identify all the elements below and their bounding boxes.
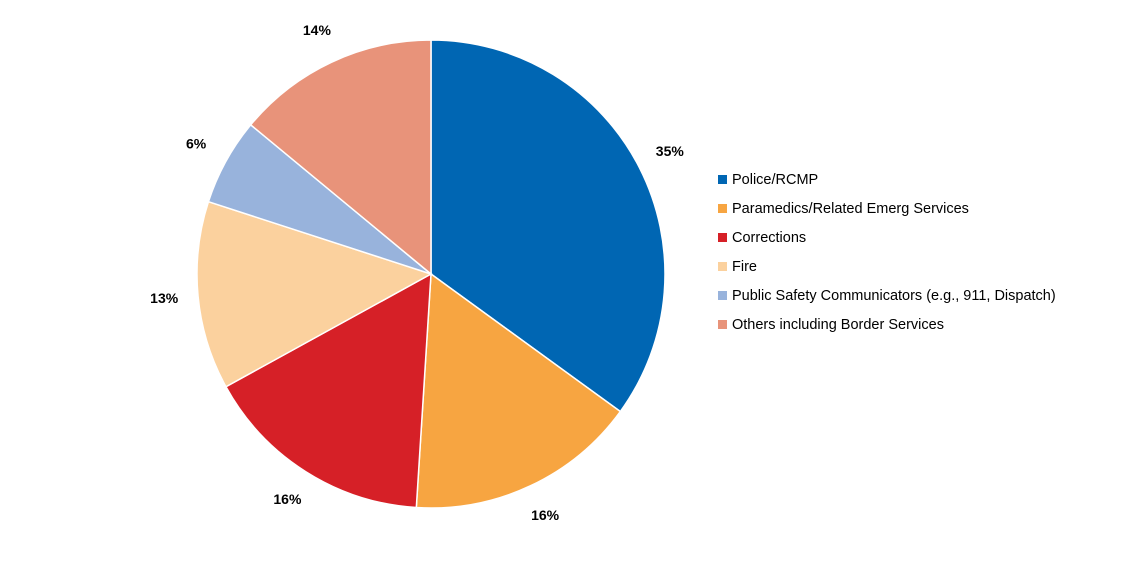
legend-item-1: Paramedics/Related Emerg Services	[718, 194, 1056, 223]
data-label-5: 14%	[303, 22, 332, 38]
legend-item-3: Fire	[718, 252, 1056, 281]
pie-slice-5	[249, 39, 432, 276]
legend-swatch	[718, 291, 727, 300]
data-label-4: 6%	[186, 136, 207, 152]
data-label-3: 13%	[150, 290, 179, 306]
pie-slice-3	[196, 200, 433, 388]
legend-item-4: Public Safety Communicators (e.g., 911, …	[718, 281, 1056, 310]
pie-slice-1	[415, 272, 622, 509]
legend-swatch	[718, 233, 727, 242]
legend-label: Paramedics/Related Emerg Services	[732, 200, 969, 217]
legend-label: Fire	[732, 258, 757, 275]
legend-label: Public Safety Communicators (e.g., 911, …	[732, 287, 1056, 304]
legend-item-5: Others including Border Services	[718, 310, 1056, 339]
pie-slice-2	[224, 272, 432, 509]
legend-swatch	[718, 262, 727, 271]
pie-slice-0	[430, 39, 666, 413]
legend-item-0: Police/RCMP	[718, 165, 1056, 194]
legend-item-2: Corrections	[718, 223, 1056, 252]
data-label-1: 16%	[531, 507, 560, 523]
legend-swatch	[718, 175, 727, 184]
chart-legend: Police/RCMP Paramedics/Related Emerg Serv…	[718, 165, 1056, 339]
legend-label: Police/RCMP	[732, 171, 819, 188]
legend-label: Corrections	[732, 229, 807, 246]
legend-label: Others including Border Services	[732, 316, 944, 333]
data-label-0: 35%	[656, 143, 685, 159]
legend-swatch	[718, 204, 727, 213]
legend-swatch	[718, 320, 727, 329]
data-label-2: 16%	[273, 491, 302, 507]
